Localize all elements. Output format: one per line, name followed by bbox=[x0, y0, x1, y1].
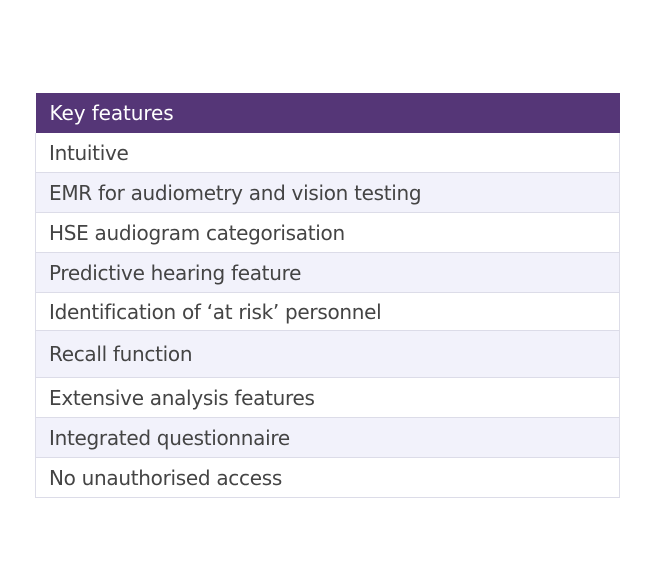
table-row: Predictive hearing feature bbox=[35, 252, 620, 293]
feature-recall: Recall function bbox=[35, 330, 620, 378]
table-row: Identification of ‘at risk’ personnel bbox=[35, 292, 620, 331]
table-row: Integrated questionnaire bbox=[35, 417, 620, 458]
table-row: EMR for audiometry and vision testing bbox=[35, 172, 620, 213]
feature-questionnaire: Integrated questionnaire bbox=[35, 417, 620, 458]
feature-analysis: Extensive analysis features bbox=[35, 377, 620, 418]
feature-predictive-hearing: Predictive hearing feature bbox=[35, 252, 620, 293]
table-row: Extensive analysis features bbox=[35, 377, 620, 418]
feature-no-unauthorised-access: No unauthorised access bbox=[35, 457, 620, 498]
table-row: No unauthorised access bbox=[35, 457, 620, 498]
table-row: HSE audiogram categorisation bbox=[35, 212, 620, 253]
key-features-table: Key features Intuitive EMR for audiometr… bbox=[35, 93, 620, 498]
feature-emr: EMR for audiometry and vision testing bbox=[35, 172, 620, 213]
feature-at-risk: Identification of ‘at risk’ personnel bbox=[35, 292, 620, 331]
table-header-row: Key features bbox=[35, 93, 620, 133]
table-row: Intuitive bbox=[35, 133, 620, 173]
feature-hse-audiogram: HSE audiogram categorisation bbox=[35, 212, 620, 253]
table-header-key-features: Key features bbox=[35, 93, 620, 133]
table-row: Recall function bbox=[35, 330, 620, 378]
feature-intuitive: Intuitive bbox=[35, 133, 620, 173]
